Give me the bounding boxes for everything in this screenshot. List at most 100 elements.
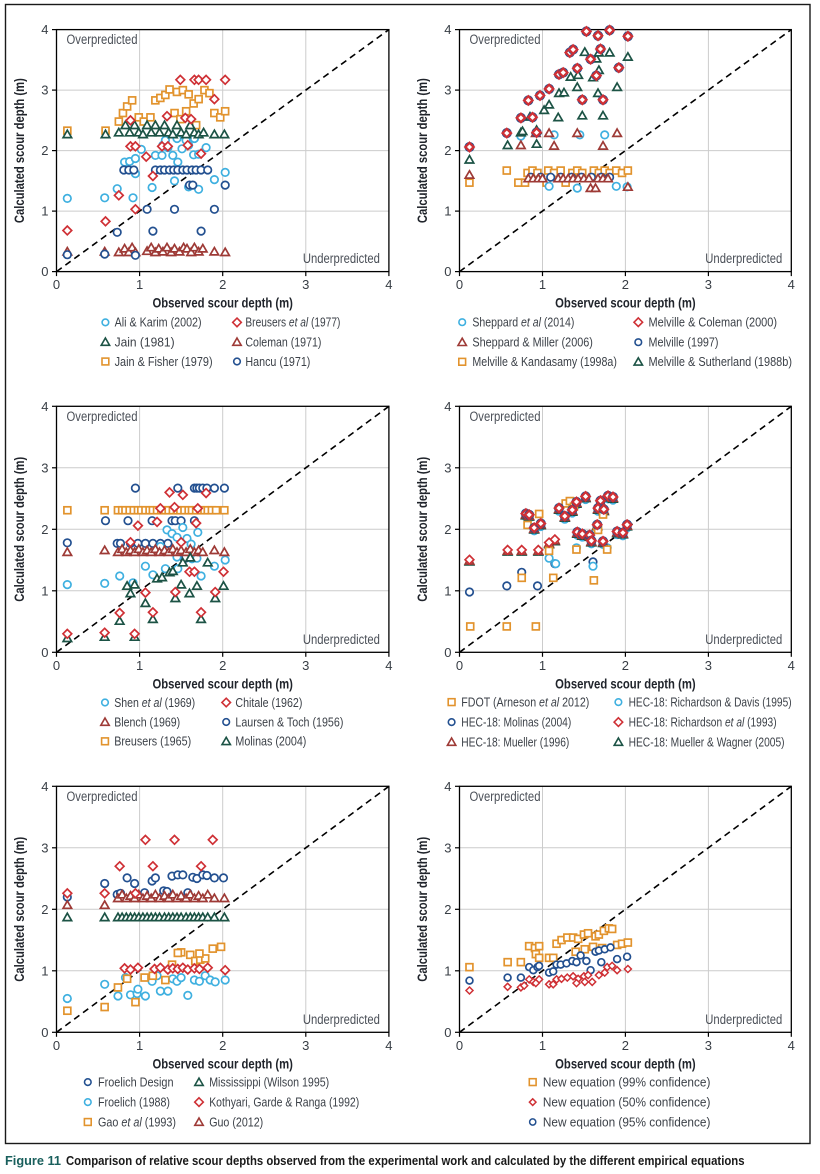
svg-text:Shen et al (1969): Shen et al (1969) — [114, 695, 195, 710]
svg-text:3: 3 — [302, 658, 309, 673]
svg-text:Chitale (1962): Chitale (1962) — [235, 695, 302, 710]
svg-text:Overpredicted: Overpredicted — [470, 789, 541, 804]
svg-text:Overpredicted: Overpredicted — [470, 32, 541, 47]
svg-text:4: 4 — [41, 779, 48, 794]
svg-text:1: 1 — [539, 1038, 546, 1053]
svg-text:Observed scour depth (m): Observed scour depth (m) — [152, 1056, 293, 1071]
svg-text:Underpredicted: Underpredicted — [303, 1012, 380, 1027]
svg-text:2: 2 — [41, 143, 48, 158]
svg-text:4: 4 — [41, 22, 48, 37]
svg-text:HEC-18: Mueller & Wagner (2005: HEC-18: Mueller & Wagner (2005) — [629, 734, 785, 749]
svg-text:Mississippi (Wilson 1995): Mississippi (Wilson 1995) — [209, 1074, 329, 1089]
svg-text:Underpredicted: Underpredicted — [303, 251, 380, 266]
svg-text:Jain & Fisher (1979): Jain & Fisher (1979) — [115, 354, 213, 369]
svg-text:0: 0 — [53, 1038, 60, 1053]
svg-text:2: 2 — [219, 277, 226, 292]
svg-text:Hancu (1971): Hancu (1971) — [245, 354, 310, 369]
svg-text:Calculated scour depth (m): Calculated scour depth (m) — [12, 78, 27, 223]
svg-text:0: 0 — [53, 658, 60, 673]
svg-text:Guo (2012): Guo (2012) — [209, 1114, 263, 1129]
svg-text:4: 4 — [444, 399, 451, 414]
svg-text:Blench (1969): Blench (1969) — [114, 714, 180, 729]
svg-text:0: 0 — [456, 658, 463, 673]
svg-text:HEC-18: Molinas (2004): HEC-18: Molinas (2004) — [461, 714, 571, 729]
svg-text:0: 0 — [444, 1025, 451, 1040]
svg-text:3: 3 — [705, 658, 712, 673]
svg-text:0: 0 — [456, 1038, 463, 1053]
svg-text:HEC-18: Richardson et al (1993: HEC-18: Richardson et al (1993) — [629, 714, 777, 729]
svg-text:Observed scour depth (m): Observed scour depth (m) — [152, 296, 293, 311]
svg-text:2: 2 — [219, 658, 226, 673]
svg-text:Breusers et al (1977): Breusers et al (1977) — [245, 315, 340, 330]
svg-text:Calculated scour depth (m): Calculated scour depth (m) — [415, 837, 430, 982]
svg-text:Calculated scour depth (m): Calculated scour depth (m) — [415, 457, 430, 602]
svg-text:Overpredicted: Overpredicted — [67, 789, 138, 804]
svg-text:3: 3 — [41, 460, 48, 475]
svg-text:Sheppard et al (2014): Sheppard et al (2014) — [472, 315, 574, 330]
svg-text:1: 1 — [41, 583, 48, 598]
svg-text:2: 2 — [444, 902, 451, 917]
svg-text:Molinas (2004): Molinas (2004) — [235, 734, 306, 749]
svg-text:4: 4 — [788, 277, 795, 292]
svg-text:Froelich (1988): Froelich (1988) — [98, 1094, 170, 1109]
svg-text:New equation (95% confidence): New equation (95% confidence) — [543, 1114, 711, 1129]
svg-text:3: 3 — [705, 1038, 712, 1053]
svg-text:4: 4 — [41, 399, 48, 414]
svg-text:Underpredicted: Underpredicted — [705, 1012, 782, 1027]
svg-text:2: 2 — [444, 143, 451, 158]
svg-text:1: 1 — [444, 204, 451, 219]
svg-text:2: 2 — [622, 1038, 629, 1053]
svg-text:Melville (1997): Melville (1997) — [649, 335, 719, 350]
svg-text:4: 4 — [385, 658, 392, 673]
svg-text:Calculated scour depth (m): Calculated scour depth (m) — [12, 837, 27, 982]
svg-text:1: 1 — [41, 963, 48, 978]
svg-text:3: 3 — [41, 83, 48, 98]
svg-text:Overpredicted: Overpredicted — [67, 32, 138, 47]
svg-text:Underpredicted: Underpredicted — [705, 632, 782, 647]
svg-text:HEC-18: Mueller (1996): HEC-18: Mueller (1996) — [461, 734, 569, 749]
svg-text:1: 1 — [136, 277, 143, 292]
svg-text:New equation (99% confidence): New equation (99% confidence) — [543, 1074, 711, 1089]
svg-text:0: 0 — [53, 277, 60, 292]
svg-text:Overpredicted: Overpredicted — [67, 409, 138, 424]
svg-text:Underpredicted: Underpredicted — [705, 251, 782, 266]
svg-text:2: 2 — [622, 277, 629, 292]
svg-text:Comparison of relative scour d: Comparison of relative scour depths obse… — [66, 1154, 745, 1168]
svg-text:1: 1 — [136, 658, 143, 673]
svg-text:Sheppard & Miller (2006): Sheppard & Miller (2006) — [472, 335, 593, 350]
svg-text:3: 3 — [302, 277, 309, 292]
svg-text:Gao et al (1993): Gao et al (1993) — [98, 1114, 176, 1129]
svg-text:Breusers (1965): Breusers (1965) — [114, 734, 191, 749]
svg-text:Calculated scour depth (m): Calculated scour depth (m) — [415, 78, 430, 223]
svg-text:Calculated scour depth (m): Calculated scour depth (m) — [12, 457, 27, 602]
svg-text:0: 0 — [444, 645, 451, 660]
svg-text:3: 3 — [444, 83, 451, 98]
svg-text:1: 1 — [444, 583, 451, 598]
svg-text:1: 1 — [444, 963, 451, 978]
svg-text:1: 1 — [136, 1038, 143, 1053]
svg-text:Figure 11: Figure 11 — [5, 1154, 61, 1168]
svg-text:Observed scour depth (m): Observed scour depth (m) — [555, 296, 696, 311]
svg-text:1: 1 — [539, 658, 546, 673]
svg-text:2: 2 — [219, 1038, 226, 1053]
svg-text:Jain (1981): Jain (1981) — [115, 334, 175, 349]
svg-text:3: 3 — [41, 840, 48, 855]
svg-text:Froelich Design: Froelich Design — [98, 1074, 174, 1089]
svg-text:Melville & Sutherland (1988b): Melville & Sutherland (1988b) — [649, 354, 793, 369]
svg-text:0: 0 — [456, 277, 463, 292]
svg-text:4: 4 — [444, 779, 451, 794]
svg-text:1: 1 — [539, 277, 546, 292]
svg-text:0: 0 — [444, 264, 451, 279]
svg-text:0: 0 — [41, 1025, 48, 1040]
svg-text:FDOT (Arneson et al 2012): FDOT (Arneson et al 2012) — [461, 694, 589, 709]
svg-text:Ali & Karim (2002): Ali & Karim (2002) — [115, 315, 202, 330]
svg-text:2: 2 — [41, 902, 48, 917]
svg-text:New equation (50% confidence): New equation (50% confidence) — [543, 1094, 711, 1109]
svg-text:4: 4 — [444, 22, 451, 37]
svg-text:Overpredicted: Overpredicted — [470, 409, 541, 424]
svg-text:Laursen & Toch (1956): Laursen & Toch (1956) — [235, 714, 343, 729]
svg-text:2: 2 — [41, 522, 48, 537]
svg-text:1: 1 — [41, 204, 48, 219]
svg-text:3: 3 — [302, 1038, 309, 1053]
svg-text:Kothyari, Garde & Ranga (1992): Kothyari, Garde & Ranga (1992) — [209, 1094, 359, 1109]
